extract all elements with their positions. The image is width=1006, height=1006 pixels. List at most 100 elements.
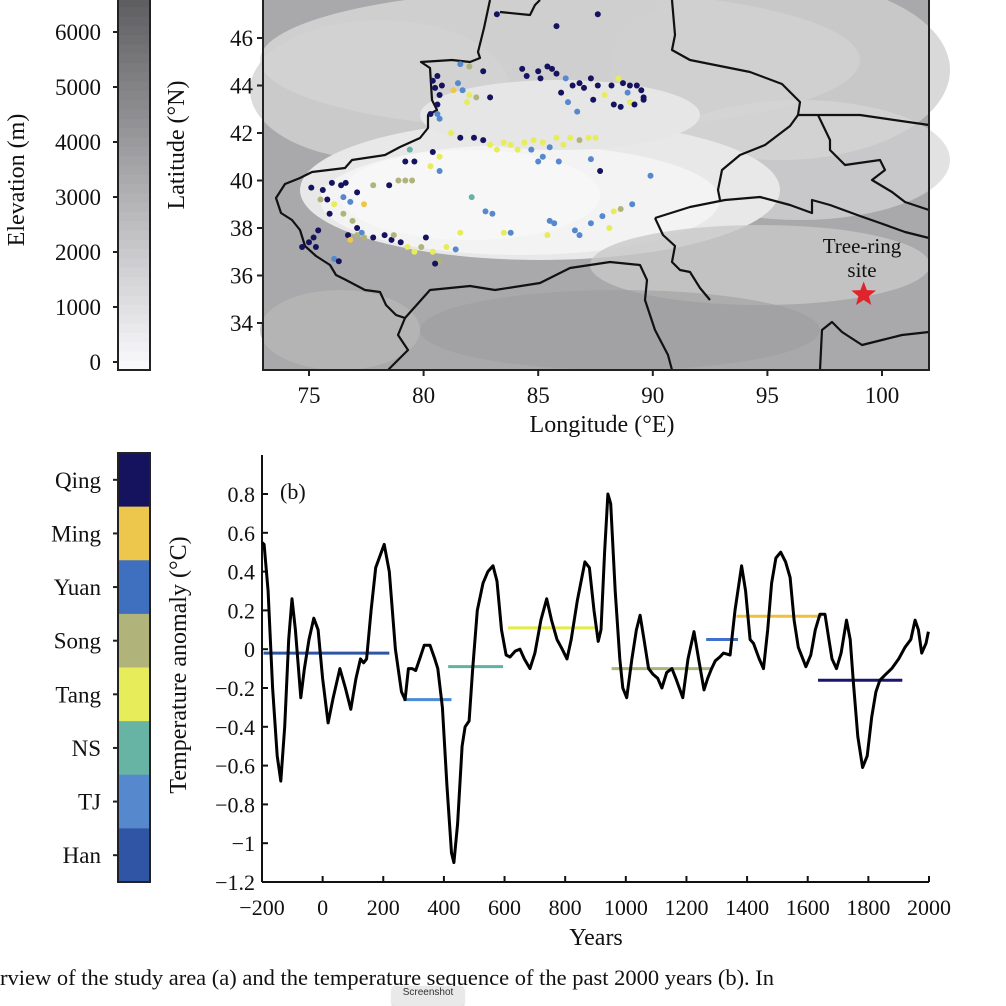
x-tick-label: 1600	[786, 895, 830, 920]
site-point-qing	[429, 77, 436, 84]
site-point-tj	[551, 220, 558, 227]
site-point-qing	[370, 234, 377, 241]
colorbar-step	[118, 81, 150, 92]
map-axes: 75 80 85 90 95 100 46 44 42 40 38 36 34	[230, 26, 899, 408]
site-point-song	[317, 196, 324, 203]
colorbar-step	[118, 109, 150, 120]
y-tick-label: 44	[230, 74, 254, 99]
site-point-tang	[464, 99, 471, 106]
site-point-tj	[489, 210, 496, 217]
site-point-ming	[361, 201, 367, 208]
colorbar-step	[118, 351, 150, 362]
site-point-tj	[647, 172, 654, 179]
colorbar-label-yuan: Yuan	[54, 575, 102, 600]
site-point-song	[390, 232, 397, 239]
site-point-qing	[631, 101, 638, 108]
x-tick-label: 0	[317, 895, 328, 920]
x-tick-label: 80	[412, 383, 435, 408]
colorbar-step	[118, 16, 150, 27]
colorbar-step	[118, 295, 150, 306]
terrain-shading	[250, 0, 950, 370]
site-point-song	[576, 137, 583, 144]
y-tick-label: −1.2	[215, 870, 255, 895]
site-point-ming	[347, 236, 354, 243]
site-point-qing	[354, 225, 361, 231]
site-point-qing	[553, 23, 560, 30]
x-tick-label: 800	[549, 895, 582, 920]
colorbar-step	[118, 258, 150, 269]
site-point-qing	[432, 84, 439, 91]
colorbar-segment-tj	[119, 774, 150, 829]
colorbar-step	[118, 25, 150, 36]
y-tick-label: 40	[230, 169, 253, 194]
site-point-tj	[555, 158, 562, 165]
site-point-tang	[606, 225, 613, 231]
colorbar-step	[118, 44, 150, 55]
site-point-qing	[535, 68, 542, 75]
site-point-song	[402, 177, 409, 184]
site-point-tang	[493, 146, 500, 153]
site-point-tang	[553, 134, 560, 141]
site-point-tj	[587, 156, 594, 163]
site-point-qing	[427, 111, 434, 117]
site-point-tj	[624, 89, 631, 96]
y-tick-label: 0.4	[228, 560, 256, 585]
site-point-qing	[434, 101, 441, 108]
site-point-tang	[487, 141, 494, 148]
y-tick-label: −0.2	[215, 676, 255, 701]
y-tick-label: 0	[244, 637, 255, 662]
colorbar-step	[118, 128, 150, 139]
colorbar-segment-ns	[119, 721, 150, 776]
site-point-tj	[455, 80, 461, 87]
site-point-tang	[610, 208, 617, 215]
colorbar-frame	[117, 0, 151, 371]
site-point-tang	[592, 134, 599, 141]
y-tick-label: 34	[230, 311, 254, 336]
site-point-qing	[544, 63, 551, 70]
colorbar-step	[118, 360, 150, 371]
site-point-tang	[615, 75, 622, 82]
colorbar-segment-ming	[119, 506, 150, 561]
colorbar-label-tang: Tang	[55, 682, 101, 707]
site-point-qing	[480, 137, 487, 144]
colorbar-tick-label: 5000	[55, 75, 101, 100]
colorbar-step	[118, 314, 150, 325]
site-point-qing	[319, 187, 326, 193]
colorbar-label-elevation: Elevation (m)	[4, 114, 30, 247]
site-point-qing	[617, 103, 624, 110]
site-point-qing	[519, 65, 526, 72]
site-point-qing	[345, 232, 351, 239]
site-point-tang	[466, 92, 473, 98]
site-point-tj	[457, 61, 464, 68]
site-point-tang	[560, 141, 567, 148]
colorbar-step	[118, 100, 150, 111]
site-point-tang	[500, 139, 507, 146]
x-tick-label: 95	[756, 383, 779, 408]
site-point-qing	[434, 73, 441, 79]
site-point-tang	[626, 99, 633, 106]
site-point-song	[349, 217, 356, 224]
site-point-tang	[514, 146, 521, 153]
site-point-tj	[452, 246, 459, 253]
site-point-qing	[626, 82, 633, 89]
site-point-song	[418, 244, 425, 250]
y-tick-label: 0.6	[228, 521, 256, 546]
site-point-song	[361, 234, 367, 241]
site-point-tj	[528, 146, 535, 153]
site-point-tj	[358, 229, 365, 236]
site-point-song	[409, 177, 416, 184]
site-point-qing	[590, 96, 597, 103]
site-point-ns	[406, 146, 413, 153]
site-point-qing	[308, 184, 315, 191]
site-point-tang	[427, 163, 434, 170]
x-tick-label: 2000	[907, 895, 951, 920]
colorbar-segment-qing	[119, 453, 150, 508]
y-tick-label: −0.8	[215, 792, 255, 817]
site-point-tj	[562, 75, 569, 82]
site-point-song	[617, 206, 624, 212]
colorbar-step	[118, 137, 150, 148]
colorbar-tick-label: 1000	[55, 295, 101, 320]
x-tick-label: 100	[865, 383, 900, 408]
site-point-qing	[523, 73, 530, 79]
site-point-tang	[544, 232, 551, 239]
